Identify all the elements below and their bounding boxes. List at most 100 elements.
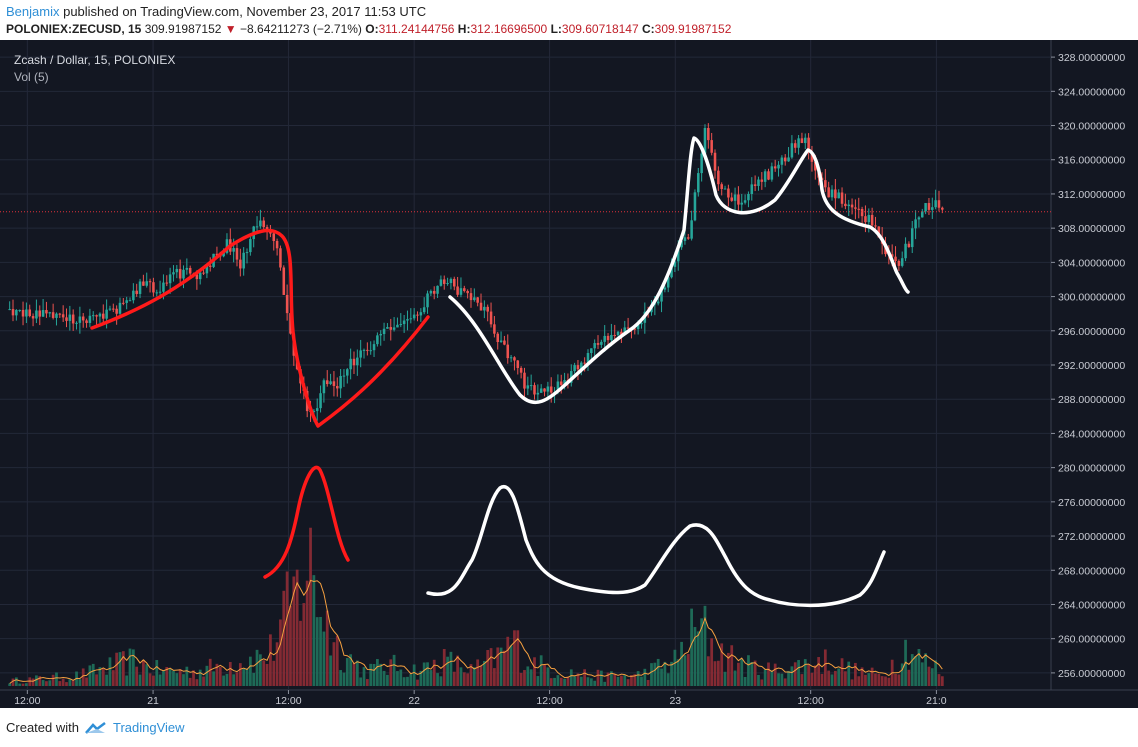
volume-bar	[8, 683, 12, 686]
volume-bar	[14, 677, 18, 686]
volume-bar	[145, 664, 149, 686]
candle-body	[496, 333, 499, 343]
candle-body	[890, 254, 894, 257]
volume-bar	[566, 676, 570, 686]
volume-bar	[840, 658, 844, 686]
volume-bar	[854, 662, 857, 686]
candle-body	[941, 207, 944, 210]
y-tick-label: 280.00000000	[1058, 463, 1125, 475]
candle-body	[142, 281, 145, 286]
volume-bar	[309, 527, 312, 686]
candle-body	[41, 310, 45, 317]
volume-bar	[111, 670, 115, 686]
candle-body	[910, 228, 914, 248]
volume-bar	[773, 663, 777, 686]
author-link[interactable]: Benjamix	[6, 4, 60, 19]
candle-body	[780, 157, 784, 165]
volume-bar	[620, 675, 623, 686]
volume-bar	[81, 668, 85, 686]
volume-bar	[218, 666, 222, 686]
candle-body	[513, 357, 516, 361]
candle-body	[673, 261, 677, 267]
candle-body	[616, 331, 620, 336]
volume-series	[8, 527, 944, 686]
candle-body	[28, 309, 31, 317]
volume-bar	[914, 656, 917, 686]
volume-bar	[45, 681, 48, 686]
chart-background	[0, 40, 1138, 708]
volume-bar	[85, 677, 88, 686]
candle-body	[396, 324, 399, 328]
candle-body	[870, 214, 874, 226]
volume-bar	[780, 673, 784, 686]
candle-body	[75, 322, 78, 324]
volume-bar	[613, 674, 617, 686]
candle-body	[215, 253, 219, 256]
volume-bar	[940, 676, 944, 686]
volume-bar	[583, 669, 587, 686]
volume-bar	[382, 670, 386, 686]
y-tick-label: 268.00000000	[1058, 565, 1125, 577]
candle-body	[600, 341, 603, 345]
candle-body	[840, 192, 844, 204]
volume-bar	[499, 647, 503, 686]
volume-bar	[282, 590, 286, 686]
volume-bar	[589, 678, 593, 686]
volume-bar	[38, 676, 42, 686]
candle-body	[188, 267, 192, 274]
volume-bar	[640, 676, 643, 686]
candle-body	[499, 340, 503, 343]
volume-bar	[25, 683, 28, 686]
volume-bar	[586, 677, 590, 686]
volume-bar	[790, 666, 794, 686]
candle-body	[894, 256, 897, 261]
volume-bar	[509, 645, 513, 686]
candle-body	[325, 380, 329, 385]
candle-body	[924, 203, 927, 212]
volume-bar	[673, 649, 677, 686]
tradingview-link[interactable]: TradingView	[112, 720, 185, 735]
candle-body	[68, 314, 72, 321]
candle-body	[51, 312, 55, 318]
volume-bar	[920, 662, 924, 686]
candle-body	[793, 143, 797, 148]
candle-body	[800, 138, 804, 144]
candle-body	[874, 225, 877, 227]
price-chart[interactable]: 328.00000000 324.00000000 320.00000000 316.…	[0, 40, 1138, 708]
candle-body	[382, 328, 386, 335]
candle-body	[81, 316, 85, 321]
candle-body	[763, 171, 767, 182]
y-tick-label: 328.00000000	[1058, 52, 1125, 64]
x-tick-label: 12:00	[536, 695, 562, 707]
volume-bar	[232, 674, 236, 686]
volume-bar	[519, 672, 523, 686]
high-label: H:	[457, 22, 471, 36]
volume-bar	[770, 670, 774, 686]
candle-body	[830, 189, 834, 198]
volume-bar	[917, 648, 921, 686]
volume-bar	[165, 666, 169, 686]
volume-bar	[202, 676, 205, 686]
candle-body	[459, 288, 463, 295]
volume-bar	[823, 649, 827, 686]
candle-body	[897, 260, 901, 266]
volume-bar	[55, 672, 58, 686]
volume-bar	[783, 678, 787, 686]
candle-body	[900, 258, 904, 266]
volume-bar	[215, 663, 219, 686]
volume-bar	[874, 673, 877, 686]
candle-body	[429, 290, 433, 294]
candle-body	[275, 240, 279, 249]
y-tick-label: 260.00000000	[1058, 634, 1125, 646]
volume-bar	[833, 670, 837, 686]
candle-body	[603, 335, 606, 342]
volume-bar	[877, 673, 881, 686]
y-tick-label: 264.00000000	[1058, 599, 1125, 611]
candle-body	[255, 226, 259, 228]
candle-body	[783, 157, 787, 162]
volume-bar	[533, 657, 536, 686]
volume-bar	[11, 678, 15, 686]
volume-bar	[406, 676, 409, 686]
candle-body	[155, 292, 159, 294]
volume-bar	[71, 680, 75, 686]
